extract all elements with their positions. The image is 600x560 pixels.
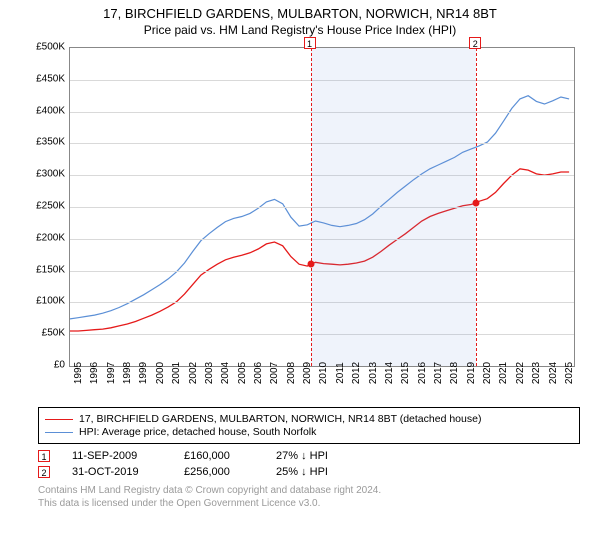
x-axis-label: 1997 [106, 362, 117, 384]
x-axis-label: 2008 [286, 362, 297, 384]
x-axis-label: 2014 [384, 362, 395, 384]
x-axis-label: 2013 [368, 362, 379, 384]
title-block: 17, BIRCHFIELD GARDENS, MULBARTON, NORWI… [0, 0, 600, 37]
x-axis-label: 2018 [449, 362, 460, 384]
x-axis-label: 1998 [122, 362, 133, 384]
x-axis-label: 2024 [548, 362, 559, 384]
y-axis-label: £250K [25, 201, 65, 212]
x-axis-label: 2015 [400, 362, 411, 384]
x-axis-label: 2006 [253, 362, 264, 384]
event-date: 31-OCT-2019 [72, 466, 162, 478]
footer-line1: Contains HM Land Registry data © Crown c… [38, 484, 580, 497]
chart-container: 17, BIRCHFIELD GARDENS, MULBARTON, NORWI… [0, 0, 600, 510]
event-delta: 25% ↓ HPI [276, 466, 366, 478]
y-axis-label: £500K [25, 42, 65, 53]
marker-line [311, 48, 312, 366]
x-axis-label: 2001 [171, 362, 182, 384]
footer-line2: This data is licensed under the Open Gov… [38, 497, 580, 510]
event-price: £160,000 [184, 450, 254, 462]
y-axis-label: £100K [25, 296, 65, 307]
event-marker: 2 [38, 466, 50, 478]
footer-attribution: Contains HM Land Registry data © Crown c… [38, 484, 580, 510]
title-subtitle: Price paid vs. HM Land Registry's House … [0, 23, 600, 37]
x-axis-label: 2021 [498, 362, 509, 384]
legend-swatch [45, 419, 73, 420]
y-axis-label: £50K [25, 328, 65, 339]
legend-item: HPI: Average price, detached house, Sout… [45, 426, 573, 438]
event-row: 2 31-OCT-2019 £256,000 25% ↓ HPI [38, 466, 580, 478]
event-table: 1 11-SEP-2009 £160,000 27% ↓ HPI 2 31-OCT-201… [38, 450, 580, 478]
x-axis-label: 2019 [466, 362, 477, 384]
x-axis-label: 2005 [237, 362, 248, 384]
legend-label: HPI: Average price, detached house, Sout… [79, 426, 316, 438]
x-axis-label: 2016 [417, 362, 428, 384]
y-axis-label: £150K [25, 264, 65, 275]
x-axis-label: 1999 [138, 362, 149, 384]
x-axis-label: 2000 [155, 362, 166, 384]
x-axis-label: 2010 [318, 362, 329, 384]
x-axis-label: 2012 [351, 362, 362, 384]
y-axis-label: £300K [25, 169, 65, 180]
marker-line [476, 48, 477, 366]
x-axis-label: 2023 [531, 362, 542, 384]
x-axis-label: 1995 [73, 362, 84, 384]
event-marker: 1 [38, 450, 50, 462]
event-date: 11-SEP-2009 [72, 450, 162, 462]
x-axis-label: 2022 [515, 362, 526, 384]
event-price: £256,000 [184, 466, 254, 478]
x-axis-label: 2020 [482, 362, 493, 384]
y-axis-label: £0 [25, 360, 65, 371]
chart-area: £0 £50K £100K £150K £200K £250K £300K £350K £400… [25, 43, 585, 403]
x-axis-label: 2007 [269, 362, 280, 384]
legend-swatch [45, 432, 73, 433]
x-axis-label: 2002 [188, 362, 199, 384]
plot-area [69, 47, 575, 367]
y-axis-label: £350K [25, 137, 65, 148]
legend-item: 17, BIRCHFIELD GARDENS, MULBARTON, NORWI… [45, 413, 573, 425]
event-row: 1 11-SEP-2009 £160,000 27% ↓ HPI [38, 450, 580, 462]
y-axis-label: £400K [25, 105, 65, 116]
x-axis-label: 2004 [220, 362, 231, 384]
event-delta: 27% ↓ HPI [276, 450, 366, 462]
marker-flag: 2 [469, 37, 481, 49]
y-axis-label: £450K [25, 73, 65, 84]
legend-box: 17, BIRCHFIELD GARDENS, MULBARTON, NORWI… [38, 407, 580, 444]
marker-dot [473, 200, 480, 207]
x-axis-label: 2017 [433, 362, 444, 384]
x-axis-label: 2003 [204, 362, 215, 384]
y-axis-label: £200K [25, 232, 65, 243]
shaded-period [311, 48, 477, 366]
x-axis-label: 1996 [89, 362, 100, 384]
marker-dot [307, 261, 314, 268]
x-axis-label: 2009 [302, 362, 313, 384]
marker-flag: 1 [304, 37, 316, 49]
x-axis-label: 2025 [564, 362, 575, 384]
legend-label: 17, BIRCHFIELD GARDENS, MULBARTON, NORWI… [79, 413, 481, 425]
title-address: 17, BIRCHFIELD GARDENS, MULBARTON, NORWI… [0, 6, 600, 21]
x-axis-label: 2011 [335, 362, 346, 384]
